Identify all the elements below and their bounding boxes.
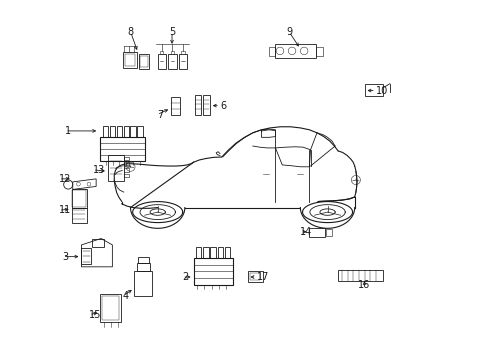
- Bar: [123, 168, 129, 172]
- Bar: [124, 54, 135, 66]
- Text: 13: 13: [93, 165, 105, 175]
- Bar: [203, 95, 209, 115]
- Bar: [179, 54, 187, 69]
- Bar: [316, 47, 323, 56]
- Bar: [203, 247, 208, 258]
- Text: 2: 2: [182, 272, 188, 282]
- Bar: [137, 126, 142, 138]
- Bar: [275, 44, 316, 58]
- Text: 7: 7: [157, 110, 163, 120]
- Bar: [365, 85, 383, 96]
- Text: 14: 14: [300, 227, 312, 237]
- Bar: [123, 174, 129, 177]
- Bar: [123, 126, 128, 138]
- Bar: [247, 271, 262, 282]
- Bar: [71, 189, 86, 208]
- Text: 3: 3: [62, 252, 68, 262]
- Bar: [81, 248, 91, 264]
- Bar: [100, 294, 121, 322]
- Bar: [102, 296, 119, 320]
- Bar: [117, 126, 122, 138]
- Bar: [110, 126, 115, 138]
- Text: 8: 8: [127, 27, 133, 37]
- Bar: [130, 126, 135, 138]
- Bar: [71, 208, 86, 222]
- Bar: [217, 247, 223, 258]
- Text: 4: 4: [122, 291, 129, 301]
- Bar: [249, 273, 260, 280]
- Text: 15: 15: [89, 310, 101, 320]
- Bar: [123, 162, 129, 166]
- Bar: [139, 54, 149, 69]
- Bar: [337, 270, 382, 281]
- Bar: [170, 96, 180, 115]
- Text: 10: 10: [375, 86, 387, 95]
- Text: 12: 12: [59, 174, 71, 184]
- Bar: [134, 271, 152, 296]
- Bar: [168, 54, 176, 69]
- Bar: [309, 228, 325, 237]
- Bar: [194, 95, 201, 115]
- Text: 17: 17: [256, 272, 268, 282]
- Bar: [140, 56, 148, 67]
- Bar: [138, 257, 148, 263]
- Bar: [136, 263, 150, 271]
- Bar: [325, 229, 331, 236]
- Text: 6: 6: [220, 101, 225, 111]
- Bar: [224, 247, 230, 258]
- Text: 16: 16: [358, 280, 370, 289]
- Bar: [157, 54, 165, 69]
- Bar: [268, 47, 275, 56]
- Bar: [196, 247, 201, 258]
- Bar: [122, 52, 137, 68]
- Bar: [92, 239, 104, 247]
- Bar: [210, 247, 215, 258]
- Bar: [72, 190, 86, 207]
- Bar: [103, 126, 108, 138]
- Bar: [100, 138, 144, 161]
- Text: 5: 5: [168, 27, 175, 37]
- Bar: [193, 258, 233, 284]
- Text: 9: 9: [285, 27, 291, 37]
- Text: 11: 11: [59, 205, 71, 215]
- Bar: [123, 157, 129, 160]
- Text: 1: 1: [65, 126, 71, 136]
- Bar: [108, 156, 123, 181]
